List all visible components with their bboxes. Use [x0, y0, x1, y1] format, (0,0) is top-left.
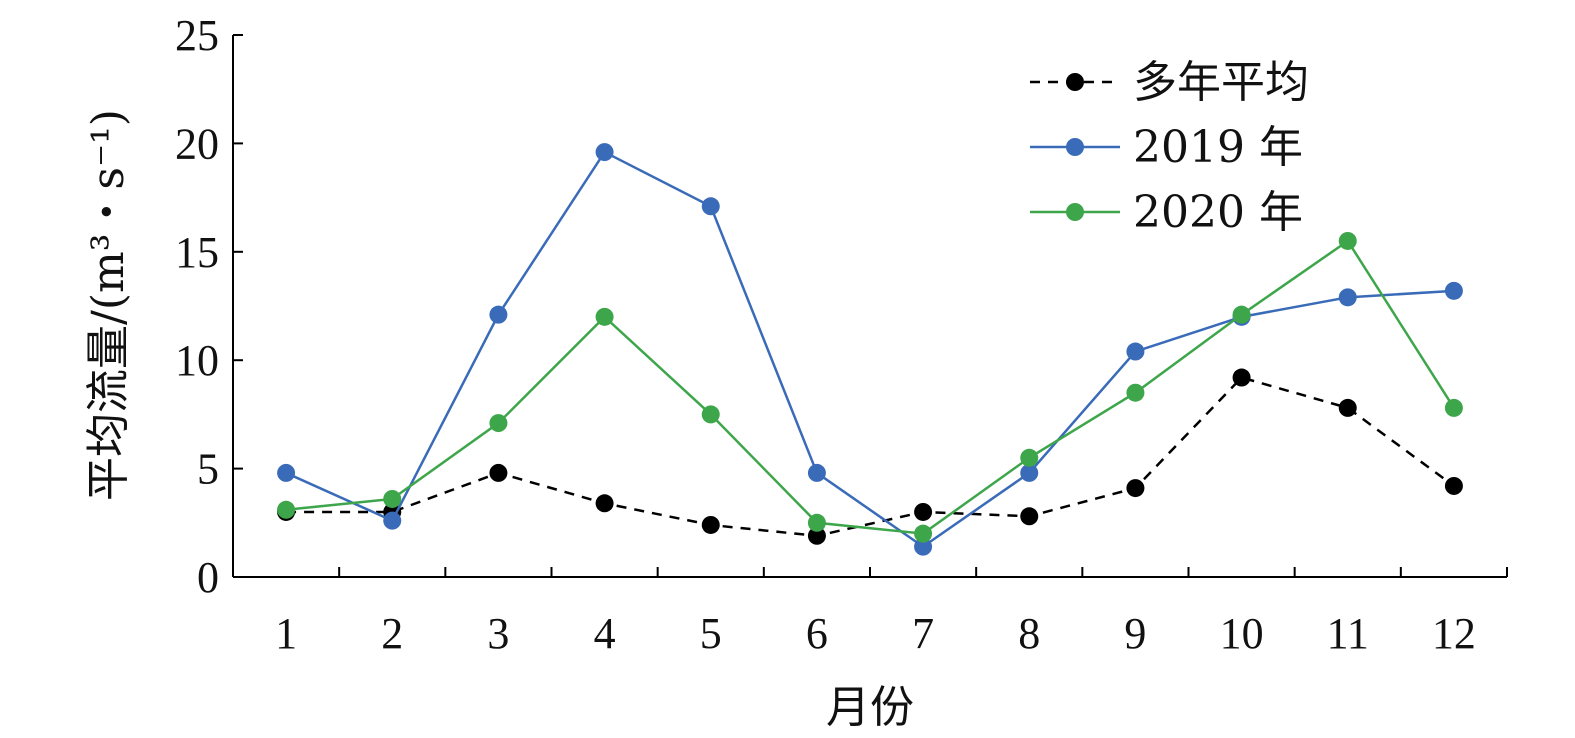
data-point: [1126, 383, 1145, 402]
y-tick-label: 0: [197, 553, 219, 602]
legend-item: 2019 年: [1030, 122, 1303, 173]
data-point: [1338, 398, 1357, 417]
data-point: [1020, 448, 1039, 467]
series-line: [285, 239, 1455, 535]
x-tick-label: 11: [1327, 609, 1369, 658]
data-point: [807, 463, 826, 482]
legend-marker: [1066, 203, 1084, 221]
legend-item: 多年平均: [1030, 57, 1309, 108]
y-tick-label: 5: [197, 445, 219, 494]
x-tick-label: 3: [487, 609, 509, 658]
axes: [232, 35, 1507, 578]
data-point: [807, 526, 826, 545]
data-point: [1444, 281, 1463, 300]
data-point: [701, 405, 720, 424]
data-point: [595, 143, 614, 162]
data-point: [1020, 463, 1039, 482]
legend: 多年平均 2019 年 2020 年: [1030, 57, 1309, 238]
data-point: [1020, 507, 1039, 526]
x-tick-label: 12: [1432, 609, 1476, 658]
x-tick-label: 1: [275, 609, 297, 658]
data-point: [383, 511, 402, 530]
data-point: [1338, 288, 1357, 307]
series-line: [286, 376, 1455, 538]
data-point: [701, 515, 720, 534]
data-point: [1232, 368, 1251, 387]
data-point: [807, 513, 826, 532]
data-point: [277, 500, 296, 519]
legend-label: 2019 年: [1133, 122, 1303, 173]
x-tick-label: 9: [1124, 609, 1146, 658]
data-point: [1232, 305, 1251, 324]
legend-label: 多年平均: [1133, 57, 1309, 108]
series-0: [277, 368, 1463, 545]
data-point: [1126, 342, 1145, 361]
x-tick-label: 6: [806, 609, 828, 658]
data-point: [595, 494, 614, 513]
data-point: [489, 305, 508, 324]
x-tick-label: 2: [381, 609, 403, 658]
legend-marker: [1066, 73, 1084, 91]
data-point: [595, 307, 614, 326]
data-point: [1444, 476, 1463, 495]
x-tick-label: 5: [700, 609, 722, 658]
data-point: [1338, 231, 1357, 250]
data-point: [1126, 479, 1145, 498]
x-axis-title: 月份: [826, 682, 914, 733]
series-2: [277, 231, 1463, 543]
data-point: [277, 463, 296, 482]
data-point: [489, 414, 508, 433]
legend-marker: [1066, 138, 1084, 156]
y-ticks: 0 5 10 15 20 25: [175, 11, 243, 602]
data-point: [1444, 398, 1463, 417]
data-point: [383, 489, 402, 508]
y-tick-label: 20: [175, 119, 219, 168]
y-tick-label: 15: [175, 228, 219, 277]
legend-item: 2020 年: [1030, 187, 1303, 238]
series-layer: [277, 143, 1463, 556]
y-tick-label: 10: [175, 336, 219, 385]
y-tick-label: 25: [175, 11, 219, 60]
legend-label: 2020 年: [1133, 187, 1303, 238]
x-ticks: 1 2 3 4 5 6 7 8 9 10 11 12: [275, 567, 1508, 658]
data-point: [914, 502, 933, 521]
x-tick-label: 4: [594, 609, 616, 658]
y-axis-title: 平均流量/(m³・s⁻¹): [83, 109, 134, 501]
data-point: [701, 197, 720, 216]
x-tick-label: 7: [912, 609, 934, 658]
data-point: [489, 463, 508, 482]
data-point: [914, 524, 933, 543]
data-point: [914, 537, 933, 556]
x-tick-label: 10: [1220, 609, 1264, 658]
x-tick-label: 8: [1018, 609, 1040, 658]
series-line: [285, 150, 1454, 549]
